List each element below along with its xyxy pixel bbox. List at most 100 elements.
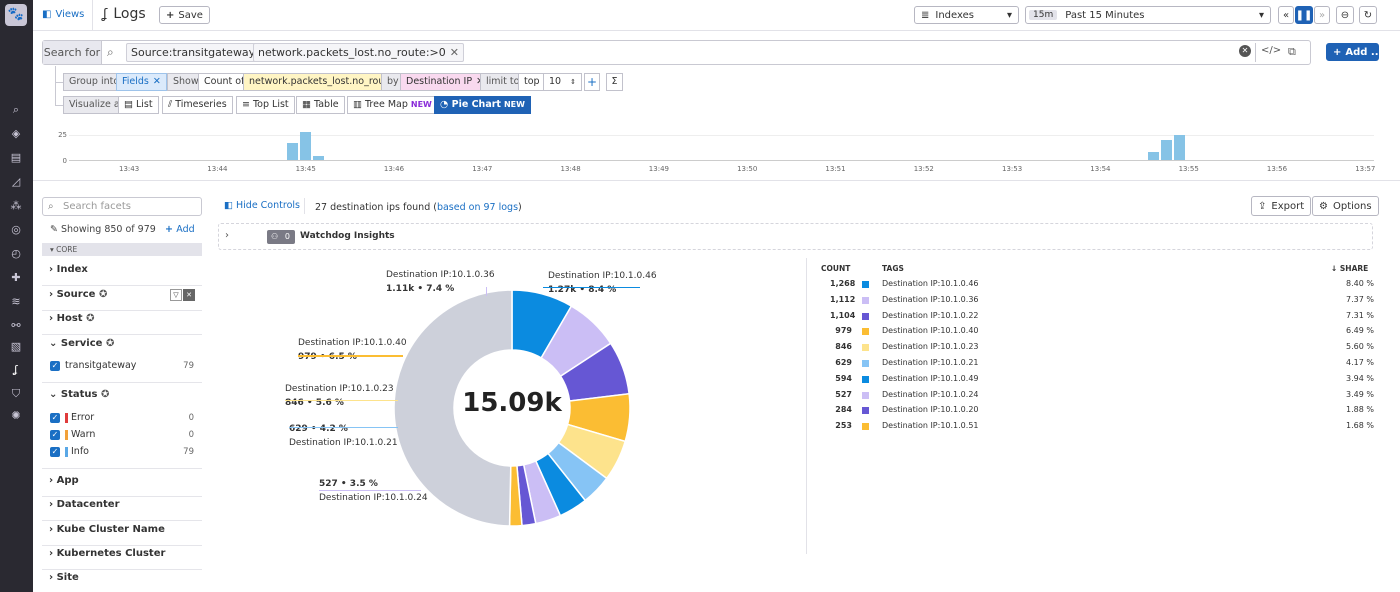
pie-callout[interactable]: 527 • 3.5 % Destination IP:10.1.0.24 — [319, 479, 428, 503]
clear-filter-icon[interactable]: ✕ — [183, 289, 195, 301]
indexes-dropdown[interactable]: ≣ Indexes ▾ — [914, 6, 1019, 24]
refresh-button[interactable]: ↻ — [1359, 6, 1377, 24]
viz-top-list[interactable]: ≡ Top List — [236, 96, 295, 114]
options-button[interactable]: ⚙ Options — [1312, 196, 1379, 216]
facet-value-transitgateway[interactable]: ✓ transitgateway 79 — [50, 360, 194, 371]
facet-kube-cluster-name[interactable]: › Kube Cluster Name — [42, 524, 202, 546]
pie-callout[interactable]: Destination IP:10.1.0.23 846 • 5.6 % — [285, 384, 394, 408]
checkbox-checked-icon[interactable]: ✓ — [50, 429, 60, 440]
facet-app[interactable]: › App — [42, 475, 202, 497]
legend-header-share[interactable]: ↓ SHARE — [1331, 264, 1368, 273]
search-pill-source[interactable]: Source:transitgateway✕ — [126, 43, 274, 62]
filter-icon[interactable]: ▽ — [170, 289, 182, 301]
legend-header-count[interactable]: COUNT — [821, 264, 851, 273]
logs-nav-icon[interactable]: ʆ — [14, 363, 18, 376]
search-pill-packets-lost[interactable]: network.packets_lost.no_route:>0 ✕ — [253, 43, 464, 62]
watchdog-insights-bar[interactable]: › ⚇ 0 Watchdog Insights — [218, 223, 1373, 250]
add-group-button[interactable]: + — [584, 73, 600, 91]
add-facet-button[interactable]: + Add — [165, 224, 195, 235]
shield-nav-icon[interactable]: ⛉ — [11, 387, 21, 400]
facet-host[interactable]: › Host ✪ — [42, 313, 202, 335]
count-field-select[interactable]: network.packets_lost.no_route — [243, 73, 400, 91]
group-into-fields[interactable]: Fields ✕ — [116, 73, 167, 91]
search-bar[interactable]: Search for ⌕ Source:transitgateway✕ netw… — [42, 40, 1311, 65]
ts-bar[interactable] — [1160, 140, 1172, 160]
facet-value-error[interactable]: ✓ Error 0 — [50, 412, 194, 423]
ts-bar[interactable] — [300, 132, 311, 160]
pause-button[interactable]: ❚❚ — [1295, 6, 1313, 24]
dashboard-nav-icon[interactable]: ▤ — [10, 151, 22, 164]
ts-bar[interactable] — [1147, 151, 1159, 160]
legend-row[interactable]: 629 Destination IP:10.1.0.21 4.17 % — [820, 358, 1383, 373]
pie-chart[interactable] — [218, 258, 808, 558]
monitors-nav-icon[interactable]: ◎ — [11, 223, 21, 236]
legend-row[interactable]: 1,268 Destination IP:10.1.0.46 8.40 % — [820, 279, 1383, 294]
ts-bar[interactable] — [286, 143, 298, 160]
clear-search-icon[interactable]: ✕ — [1239, 45, 1251, 57]
checkbox-checked-icon[interactable]: ✓ — [50, 360, 60, 371]
metrics-nav-icon[interactable]: ◿ — [11, 175, 21, 188]
forward-button[interactable]: » — [1314, 6, 1330, 24]
stepper-icon[interactable]: ⇕ — [570, 78, 576, 86]
sigma-button[interactable]: Σ — [606, 73, 623, 91]
viz-table[interactable]: ▦ Table — [296, 96, 345, 114]
viz-tree-map[interactable]: ▥ Tree Map NEW — [347, 96, 438, 114]
facet-datacenter[interactable]: › Datacenter — [42, 499, 202, 521]
checkbox-checked-icon[interactable]: ✓ — [50, 446, 60, 457]
pie-callout[interactable]: Destination IP:10.1.0.36 1.11k • 7.4 % — [386, 270, 495, 294]
save-button[interactable]: + Save — [159, 6, 210, 24]
by-destination-ip[interactable]: Destination IP✕ — [400, 73, 491, 91]
rewind-button[interactable]: « — [1278, 6, 1294, 24]
export-button[interactable]: ⇪ Export — [1251, 196, 1312, 216]
legend-row[interactable]: 527 Destination IP:10.1.0.24 3.49 % — [820, 390, 1383, 405]
close-icon[interactable]: ✕ — [152, 76, 161, 87]
security-nav-icon[interactable]: ⚯ — [11, 319, 21, 332]
pie-callout[interactable]: Destination IP:10.1.0.40 979 • 6.5 % — [298, 338, 407, 362]
count-of-dropdown[interactable]: Count of — [198, 73, 251, 91]
facet-site[interactable]: › Site — [42, 572, 202, 592]
core-section-header[interactable]: ▾ CORE — [42, 243, 202, 256]
legend-row[interactable]: 846 Destination IP:10.1.0.23 5.60 % — [820, 342, 1383, 357]
legend-row[interactable]: 1,112 Destination IP:10.1.0.36 7.37 % — [820, 295, 1383, 310]
datadog-logo-icon[interactable]: 🐾 — [5, 4, 27, 26]
legend-row[interactable]: 594 Destination IP:10.1.0.49 3.94 % — [820, 374, 1383, 389]
based-on-logs-link[interactable]: based on 97 logs — [436, 202, 519, 213]
ts-bar[interactable] — [313, 155, 325, 160]
ts-bar[interactable] — [1174, 134, 1186, 160]
viz-timeseries[interactable]: ⫽ Timeseries — [162, 96, 233, 114]
network-nav-icon[interactable]: ≋ — [11, 295, 21, 308]
legend-row[interactable]: 979 Destination IP:10.1.0.40 6.49 % — [820, 326, 1383, 341]
binoculars-nav-icon[interactable]: ◈ — [11, 127, 21, 140]
checkbox-checked-icon[interactable]: ✓ — [50, 412, 60, 423]
facet-status[interactable]: ⌄ Status ✪ — [42, 389, 202, 469]
viz-list[interactable]: ▤ List — [118, 96, 159, 114]
legend-row[interactable]: 284 Destination IP:10.1.0.20 1.88 % — [820, 405, 1383, 420]
search-nav-icon[interactable]: ⌕ — [12, 103, 20, 116]
limit-count-input[interactable]: 10 ⇕ — [543, 73, 582, 91]
add-button[interactable]: + Add ... — [1326, 43, 1382, 61]
pie-callout[interactable]: Destination IP:10.1.0.46 1.27k • 8.4 % — [548, 271, 657, 295]
facet-index[interactable]: › Index — [42, 264, 202, 286]
bug-nav-icon[interactable]: ✺ — [11, 409, 21, 422]
copy-icon[interactable]: ⧉ — [1288, 45, 1296, 58]
pie-callout[interactable]: 629 • 4.2 % Destination IP:10.1.0.21 — [289, 424, 398, 448]
hide-controls-button[interactable]: ◧ Hide Controls — [224, 200, 300, 211]
zoom-out-button[interactable]: ⊖ — [1336, 6, 1354, 24]
views-button[interactable]: ◧ Views — [42, 9, 84, 20]
search-facets-input[interactable]: ⌕ Search facets — [42, 197, 202, 216]
limit-direction-select[interactable]: top — [518, 73, 544, 91]
viz-pie-chart[interactable]: ◔ Pie Chart NEW — [434, 96, 531, 114]
close-icon[interactable]: ✕ — [449, 46, 459, 59]
timeseries-chart[interactable]: 25 0 13:43 13:44 13:45 13:46 13:47 13:48 13:49… — [55, 126, 1375, 176]
legend-row[interactable]: 1,104 Destination IP:10.1.0.22 7.31 % — [820, 311, 1383, 326]
facet-kubernetes-cluster[interactable]: › Kubernetes Cluster — [42, 548, 202, 570]
integrations-nav-icon[interactable]: ⁂ — [10, 199, 22, 212]
infrastructure-nav-icon[interactable]: ✚ — [11, 271, 21, 284]
notebook-nav-icon[interactable]: ▧ — [10, 340, 22, 353]
facet-source[interactable]: › Source ✪ ▽ ✕ — [42, 289, 202, 311]
legend-row[interactable]: 253 Destination IP:10.1.0.51 1.68 % — [820, 421, 1383, 436]
facet-value-warn[interactable]: ✓ Warn 0 — [50, 429, 194, 440]
code-icon[interactable]: </> — [1261, 45, 1282, 56]
pie-slice-other[interactable] — [393, 289, 513, 527]
pencil-icon[interactable]: ✎ — [50, 224, 61, 235]
